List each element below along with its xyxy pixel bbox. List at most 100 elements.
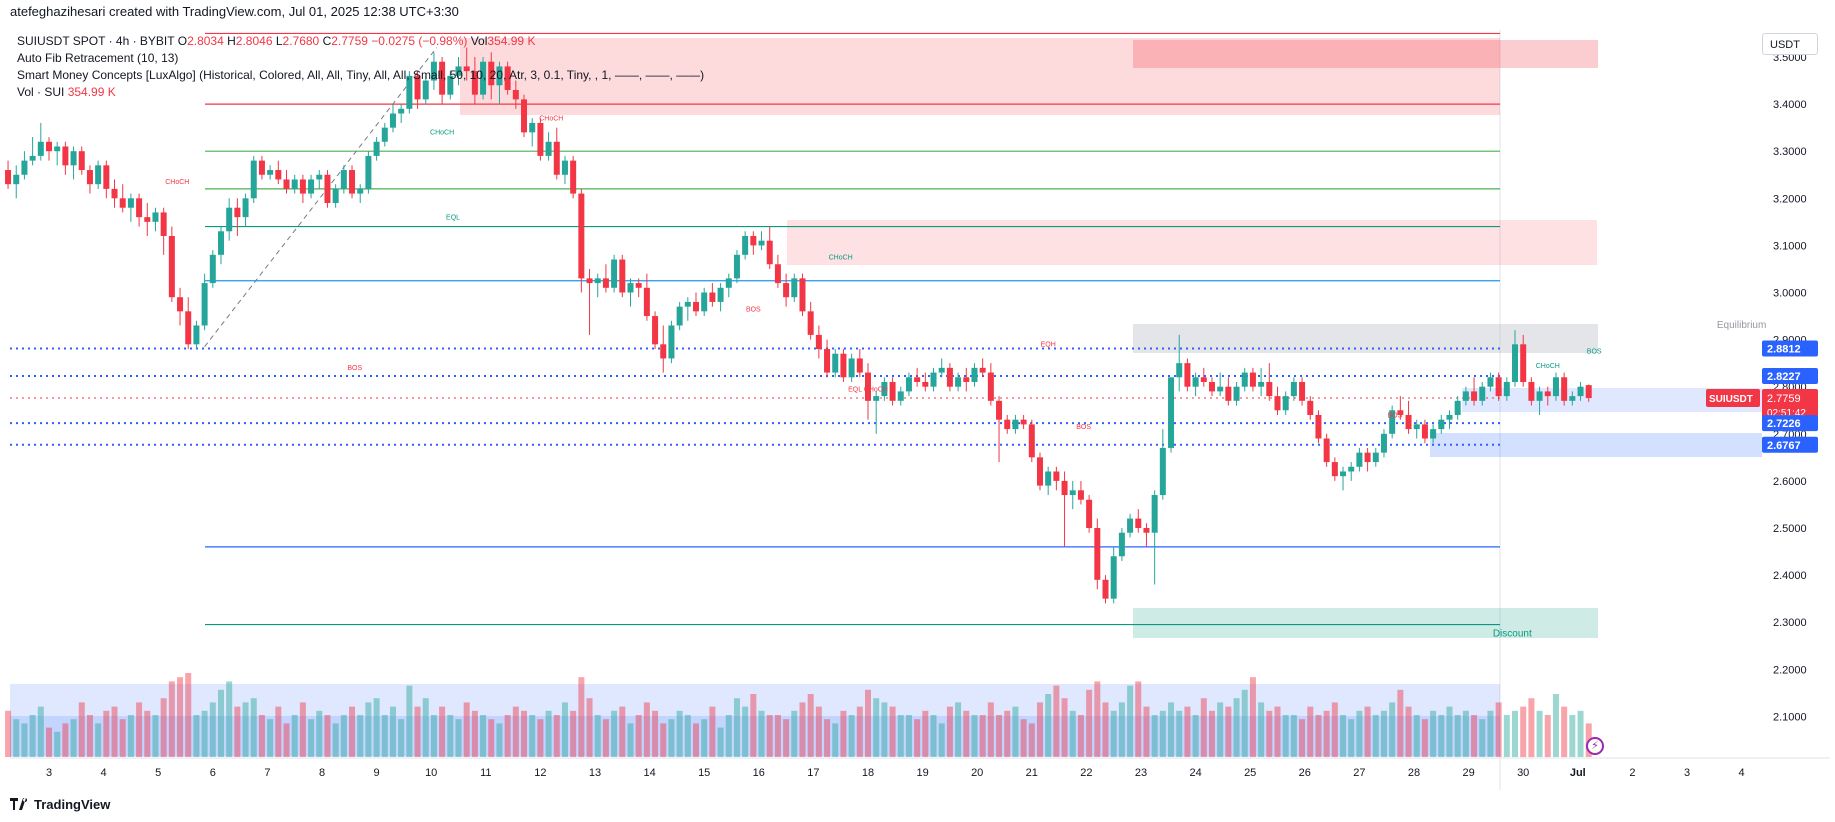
candle-body: [373, 141, 380, 156]
candle-body: [62, 146, 69, 166]
candle-body: [922, 381, 929, 387]
indicator-fib[interactable]: Auto Fib Retracement (10, 13): [17, 51, 179, 65]
volume-bar: [168, 681, 175, 757]
candle-body: [881, 381, 888, 397]
volume-bar: [1577, 710, 1584, 757]
candle-body: [799, 278, 806, 312]
volume-bar: [1299, 719, 1306, 757]
high-label: H: [227, 34, 236, 48]
volume-bar: [889, 706, 896, 757]
volume-bar: [1217, 702, 1224, 757]
candle-body: [1168, 377, 1175, 448]
volume-bar: [946, 706, 953, 757]
candle-body: [1552, 377, 1559, 397]
volume-bar: [1405, 706, 1412, 757]
volume-bar: [938, 723, 945, 757]
volume-bar: [291, 715, 298, 757]
candle-body: [226, 207, 233, 232]
candle-body: [791, 278, 798, 298]
ohlc-row[interactable]: SUIUSDT SPOT · 4h · BYBIT O2.8034 H2.804…: [17, 33, 704, 50]
candle-body: [1340, 471, 1347, 477]
volume-bar: [955, 702, 962, 757]
volume-bar: [54, 731, 61, 757]
volume-bar: [660, 723, 667, 757]
fib-trendline: [204, 47, 438, 347]
volume-bar: [602, 719, 609, 757]
candle-body: [693, 301, 700, 312]
candle-body: [201, 283, 208, 326]
candle-body: [1077, 490, 1084, 500]
volume-bar: [1208, 710, 1215, 757]
indicator-smc[interactable]: Smart Money Concepts [LuxAlgo] (Historic…: [17, 68, 705, 82]
volume-bar: [422, 698, 429, 757]
time-tick-label: 18: [862, 767, 874, 779]
time-tick-label: 12: [534, 767, 546, 779]
lightning-icon[interactable]: ⚡: [1586, 737, 1604, 755]
candle-body: [103, 165, 110, 189]
volume-bar: [1004, 710, 1011, 757]
candle-body: [1208, 381, 1215, 392]
symbol-label[interactable]: SUIUSDT SPOT · 4h · BYBIT: [17, 34, 175, 48]
volume-bar: [439, 706, 446, 757]
candle-body: [414, 75, 421, 100]
volume-value: 354.99 K: [487, 34, 536, 48]
candle-body: [430, 61, 437, 81]
volume-bar: [1020, 719, 1027, 757]
volume-bar: [480, 715, 487, 757]
candle-body: [824, 349, 831, 373]
volume-bar: [1274, 706, 1281, 757]
volume-bar: [136, 702, 143, 757]
volume-bar: [504, 715, 511, 757]
volume-bar: [545, 710, 552, 757]
candle-body: [29, 155, 36, 161]
level-price-badge: [1762, 415, 1818, 432]
candle-body: [1536, 391, 1543, 401]
candle-body: [1323, 438, 1330, 463]
volume-bar: [1290, 715, 1297, 757]
time-tick-label: 16: [753, 767, 765, 779]
candle-body: [86, 170, 93, 185]
volume-bar: [308, 719, 315, 757]
volume-bar: [979, 715, 986, 757]
close-value: 2.7759: [331, 34, 368, 48]
smc-label: BOS: [1587, 349, 1602, 356]
time-tick-label: 3: [46, 767, 52, 779]
plot-area: CHoCH CHoCH EQL CHoCH BOS CHoCH BOS EQH EQL CHoC…: [5, 30, 1830, 790]
zone-label: Equilibrium: [1717, 320, 1766, 331]
time-tick-label: 4: [101, 767, 107, 779]
time-tick-label: 4: [1739, 767, 1745, 779]
volume-bar: [1520, 706, 1527, 757]
price-tick-label: 3.2000: [1773, 193, 1807, 205]
time-tick-label: 22: [1080, 767, 1092, 779]
price-tick-label: 2.1000: [1773, 711, 1807, 723]
candle-body: [439, 61, 446, 95]
volume-bar: [1135, 681, 1142, 757]
candle-body: [987, 372, 994, 401]
candle-body: [774, 264, 781, 284]
bar-countdown-text: 02:51:42: [1767, 408, 1806, 419]
tradingview-logo[interactable]: TradingView: [10, 797, 110, 812]
volume-bar: [676, 710, 683, 757]
candle-body: [873, 396, 880, 401]
volume-bar: [95, 723, 102, 757]
candle-body: [733, 254, 740, 279]
volume-label: Vol: [470, 34, 488, 48]
low-label: L: [275, 34, 283, 48]
volume-bar: [1102, 702, 1109, 757]
candle-body: [1331, 462, 1338, 477]
candle-body: [1241, 372, 1248, 387]
candle-body: [848, 358, 855, 378]
volume-bar: [86, 715, 93, 757]
volume-bar: [1028, 723, 1035, 757]
currency-unit-button[interactable]: USDT: [1762, 33, 1818, 55]
volume-bar: [529, 715, 536, 757]
candle-body: [1053, 471, 1060, 481]
volume-bar: [1036, 702, 1043, 757]
candle-body: [1225, 386, 1232, 401]
indicator-volume[interactable]: Vol · SUI 354.99 K: [17, 84, 704, 101]
time-tick-label: 17: [807, 767, 819, 779]
volume-bar: [1446, 706, 1453, 757]
smc-label: CHoCH: [430, 130, 454, 137]
volume-bar: [1233, 698, 1240, 757]
